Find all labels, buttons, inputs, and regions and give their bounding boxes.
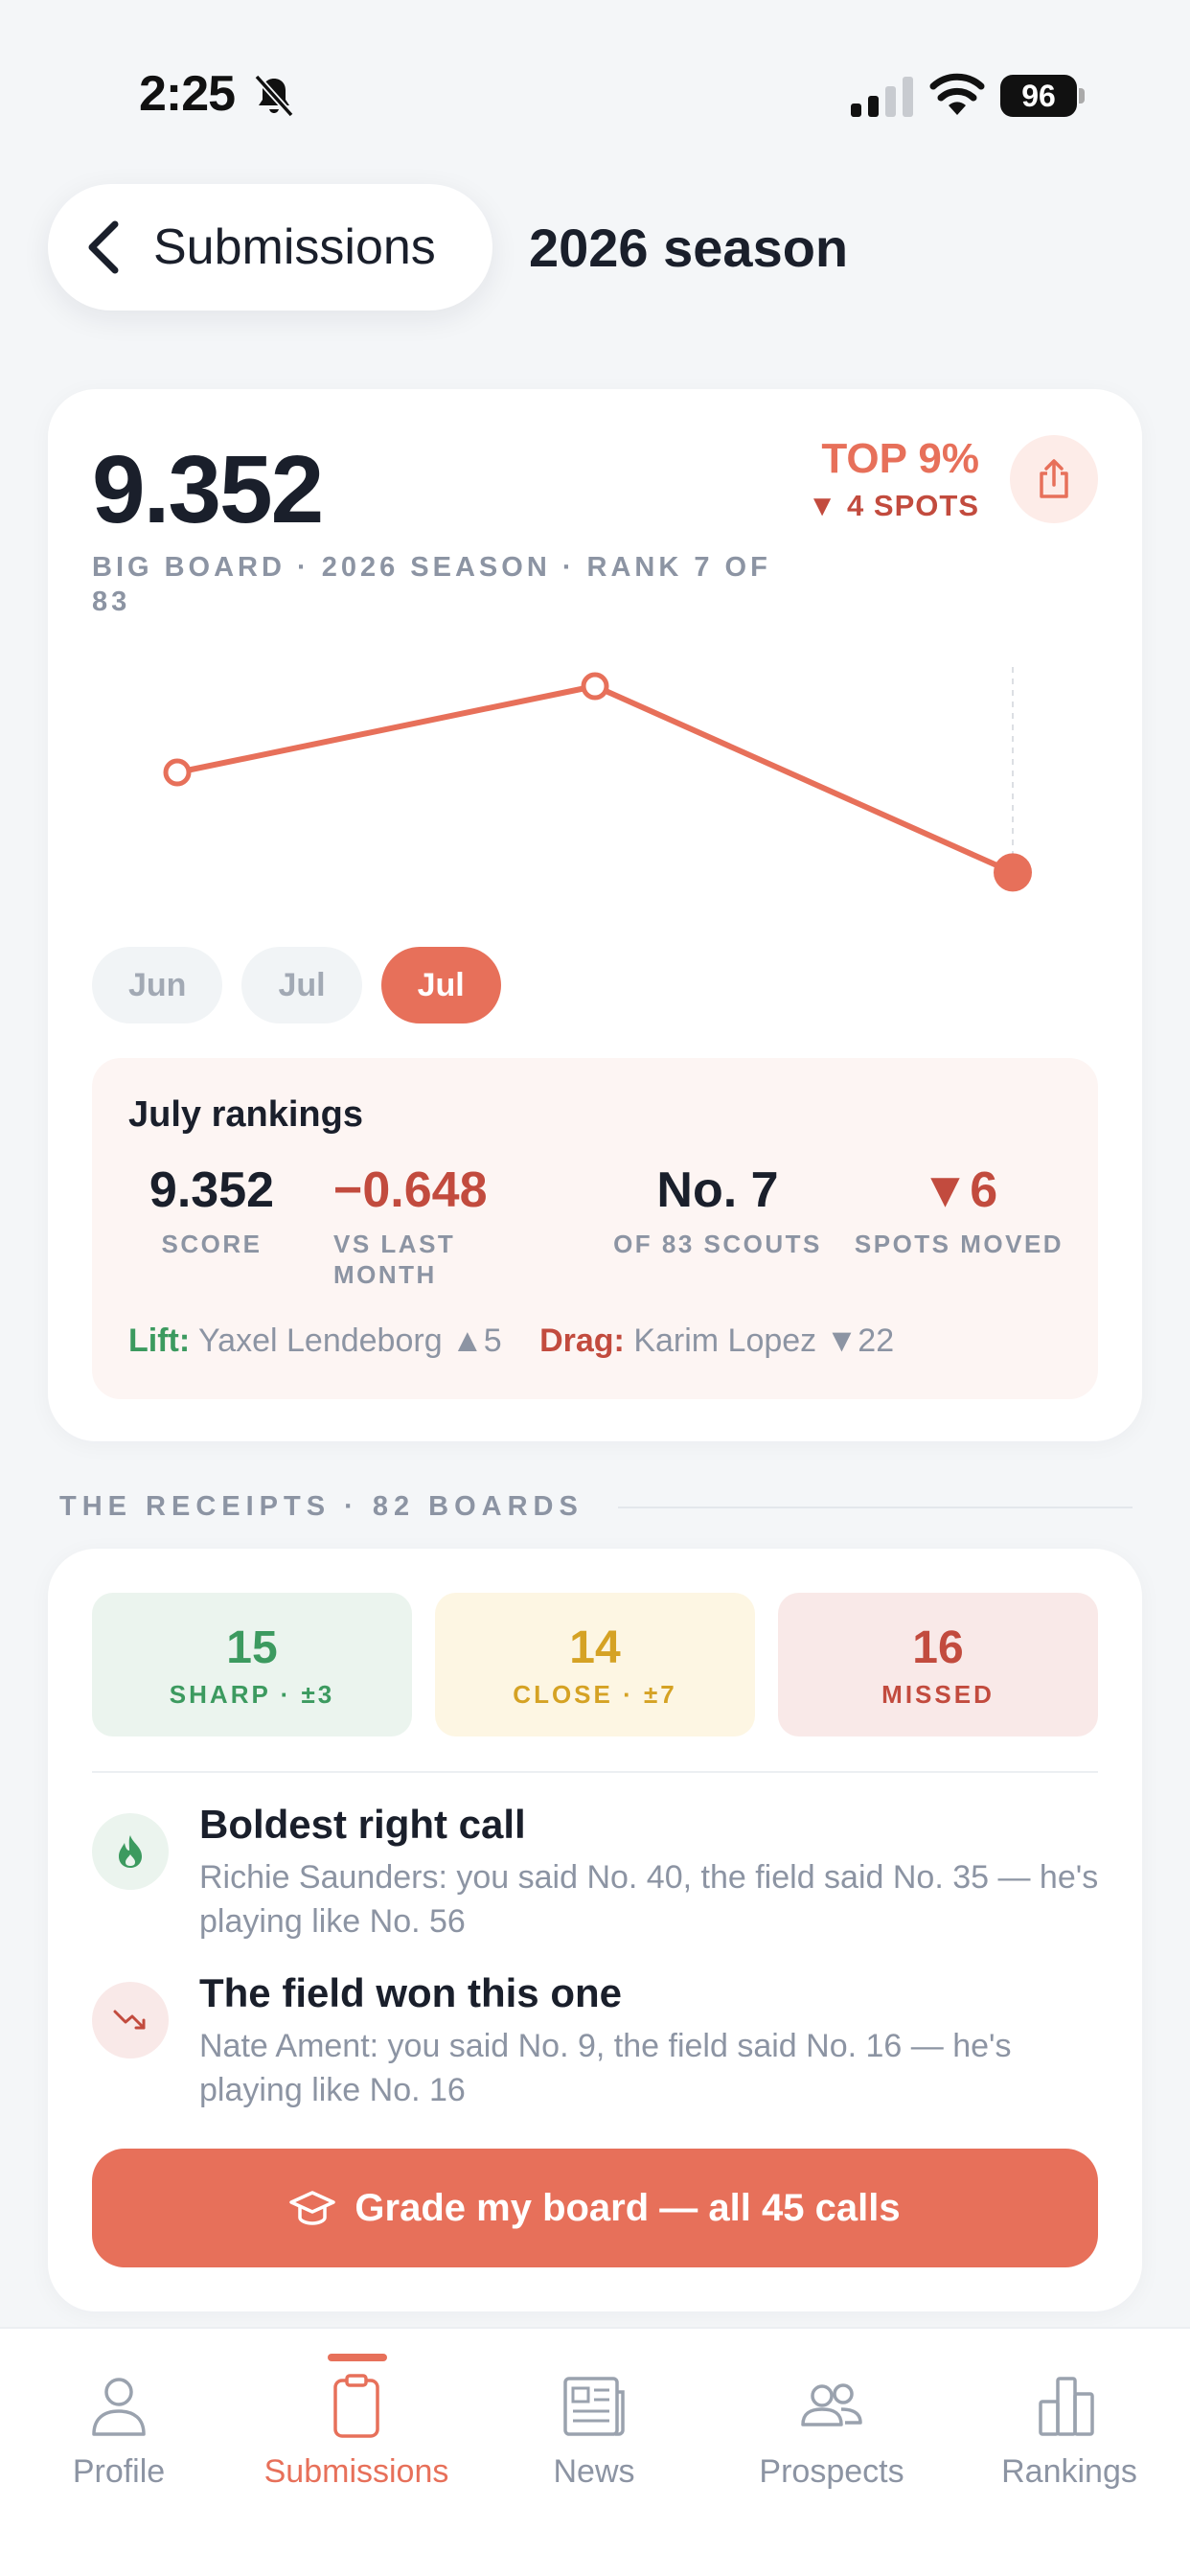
divider (617, 1506, 1133, 1508)
trend-down-icon (92, 1982, 169, 2058)
clipboard-icon (333, 2374, 379, 2438)
stat-label: OF 83 SCOUTS (613, 1230, 822, 1258)
month-pill-jul-active[interactable]: Jul (380, 947, 501, 1024)
stat-value: No. 7 (656, 1162, 779, 1218)
back-button[interactable]: Submissions (48, 184, 492, 310)
status-time: 2:25 (139, 66, 236, 122)
score-caption: BIG BOARD · 2026 SEASON · RANK 7 OF 83 (92, 552, 771, 617)
back-button-label: Submissions (153, 219, 436, 275)
month-pill-jul[interactable]: Jul (241, 947, 362, 1024)
grade-board-button[interactable]: Grade my board — all 45 calls (92, 2149, 1098, 2267)
tile-label: SHARP · ±3 (169, 1680, 335, 1709)
stat-rank: No. 7 OF 83 SCOUTS (598, 1162, 837, 1259)
lift-key: Lift: (128, 1322, 191, 1359)
month-pills: Jun Jul Jul (92, 947, 501, 1024)
big-score: 9.352 (92, 436, 324, 543)
stat-spots-moved: ▼6 SPOTS MOVED (839, 1162, 1079, 1259)
drag-key: Drag: (539, 1322, 625, 1359)
tile-label: CLOSE · ±7 (513, 1680, 677, 1709)
month-pill-jun[interactable]: Jun (92, 947, 223, 1024)
top-percent-badge: TOP 9% (821, 435, 979, 482)
flame-icon (92, 1813, 169, 1890)
receipts-label: THE RECEIPTS · 82 BOARDS (59, 1491, 584, 1522)
tile-count: 16 (912, 1622, 964, 1673)
graduation-cap-icon (289, 2191, 336, 2225)
battery-level: 96 (1000, 75, 1077, 117)
tab-label: Prospects (759, 2453, 904, 2490)
score-series-line (176, 683, 1015, 876)
receipts-section-header: THE RECEIPTS · 82 BOARDS (59, 1491, 1133, 1523)
accuracy-tiles: 15 SHARP · ±3 14 CLOSE · ±7 16 MISSED (92, 1593, 1098, 1736)
chevron-left-icon (88, 220, 119, 274)
tab-rankings[interactable]: Rankings (950, 2371, 1188, 2491)
tab-submissions[interactable]: Submissions (238, 2371, 475, 2491)
stat-value: ▼6 (920, 1162, 998, 1218)
insight-title: Boldest right call (199, 1802, 526, 1847)
score-card: 9.352 BIG BOARD · 2026 SEASON · RANK 7 O… (48, 389, 1142, 1441)
tile-close: 14 CLOSE · ±7 (435, 1593, 755, 1736)
people-icon (801, 2383, 862, 2426)
rankings-title: July rankings (128, 1094, 363, 1135)
stat-label: SCORE (161, 1230, 263, 1258)
stat-label: SPOTS MOVED (854, 1230, 1064, 1258)
tile-count: 15 (226, 1622, 278, 1673)
tab-profile[interactable]: Profile (0, 2371, 238, 2491)
newspaper-icon (563, 2377, 625, 2436)
stat-label: VS LAST MONTH (333, 1230, 456, 1289)
receipts-card: 15 SHARP · ±3 14 CLOSE · ±7 16 MISSED Bo… (48, 1549, 1142, 2312)
bar-chart-icon (1039, 2377, 1094, 2436)
battery-indicator: 96 (1000, 75, 1085, 117)
share-icon (1040, 459, 1068, 498)
flame-glyph (119, 1835, 142, 1868)
grade-button-label: Grade my board — all 45 calls (355, 2186, 901, 2229)
stat-score: 9.352 SCORE (92, 1162, 332, 1259)
tab-prospects[interactable]: Prospects (713, 2371, 950, 2491)
tab-label: News (553, 2453, 635, 2490)
stat-vs-last-month: −0.648 VS LAST MONTH (333, 1162, 544, 1290)
data-point-1[interactable] (581, 672, 609, 701)
data-point-0[interactable] (163, 758, 192, 787)
stat-value: 9.352 (149, 1162, 275, 1218)
score-trend-chart (163, 667, 1032, 892)
tab-news[interactable]: News (475, 2371, 713, 2491)
tab-label: Submissions (263, 2453, 449, 2490)
tile-label: MISSED (881, 1680, 995, 1709)
battery-tip (1079, 88, 1085, 104)
tab-bar: Profile Submissions News Prospects (0, 2327, 1190, 2576)
page-title: 2026 season (529, 218, 849, 278)
july-rankings-panel: July rankings 9.352 SCORE −0.648 VS LAST… (92, 1058, 1098, 1399)
insight-body: Nate Ament: you said No. 9, the field sa… (199, 2028, 1012, 2108)
tab-label: Profile (72, 2453, 166, 2490)
drag-value: Karim Lopez ▼22 (633, 1322, 895, 1359)
person-icon (92, 2378, 146, 2436)
spots-change-badge: ▼ 4 SPOTS (807, 489, 979, 522)
divider (92, 1771, 1098, 1773)
lift-value: Yaxel Lendeborg ▲5 (198, 1322, 502, 1359)
active-tab-indicator (328, 2354, 387, 2361)
tab-label: Rankings (1001, 2453, 1137, 2490)
insight-title: The field won this one (199, 1970, 622, 2015)
status-bar: 2:25 96 (0, 0, 1190, 192)
insight-body: Richie Saunders: you said No. 40, the fi… (199, 1859, 1099, 1940)
wifi-icon (929, 73, 985, 115)
trend-down-glyph (113, 2010, 146, 2030)
data-point-2[interactable] (994, 853, 1032, 892)
stat-value: −0.648 (333, 1162, 488, 1218)
tile-count: 14 (569, 1622, 621, 1673)
lift-drag-line: Lift: Yaxel Lendeborg ▲5 Drag: Karim Lop… (128, 1322, 894, 1360)
tile-sharp: 15 SHARP · ±3 (92, 1593, 412, 1736)
bell-slash-icon (254, 74, 294, 118)
share-button[interactable] (1010, 435, 1098, 523)
cellular-signal-icon (851, 77, 913, 117)
tile-missed: 16 MISSED (778, 1593, 1098, 1736)
